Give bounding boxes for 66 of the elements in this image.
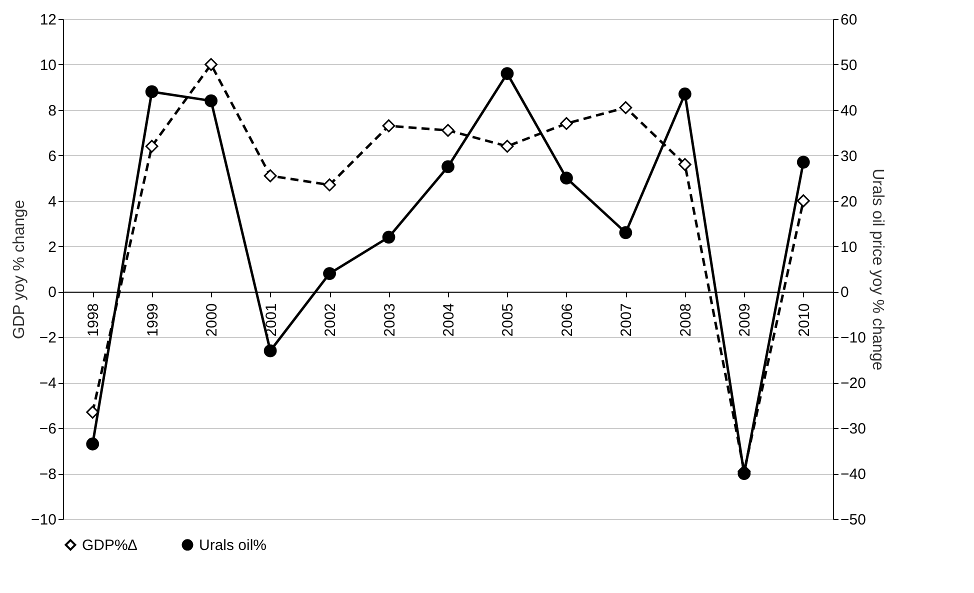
point <box>500 140 514 153</box>
point <box>323 178 336 192</box>
y2-tick-label: 40 <box>840 102 858 120</box>
point <box>560 117 573 130</box>
y2-tick-label: 20 <box>840 193 858 210</box>
point <box>145 140 158 153</box>
point <box>619 101 632 114</box>
point <box>560 172 573 185</box>
x-tick-label: 2004 <box>440 303 458 337</box>
point <box>382 230 396 244</box>
x-tick-label: 2009 <box>736 303 754 337</box>
y2-tick-label: 30 <box>840 148 858 165</box>
x-tick-label: 1999 <box>144 303 162 337</box>
point <box>204 94 218 108</box>
point <box>264 169 277 182</box>
point <box>796 156 810 169</box>
point <box>442 124 454 137</box>
x-tick-label: 2002 <box>322 303 340 337</box>
y-tick-label: −8 <box>39 466 56 484</box>
point <box>796 194 810 208</box>
x-tick-label: 2001 <box>262 303 280 337</box>
y2-tick-label: 10 <box>840 238 858 256</box>
y-tick-label: 12 <box>40 12 56 28</box>
y2-tick-label: −20 <box>840 375 866 392</box>
y-tick-label: 0 <box>48 284 56 302</box>
x-tick-label: 1998 <box>85 303 102 337</box>
point <box>86 406 100 419</box>
y2-tick-label: 0 <box>840 284 849 302</box>
legend-label: Urals oil% <box>199 536 267 554</box>
y2-tick-label: 50 <box>840 56 858 74</box>
x-tick-label: 2000 <box>204 303 221 337</box>
y-tick-label: 6 <box>48 148 56 165</box>
y2-tick-label: −50 <box>840 512 866 528</box>
y-tick-label: 10 <box>40 56 56 74</box>
x-tick-label: 2003 <box>381 303 398 337</box>
y2-tick-label: −10 <box>840 330 866 347</box>
y-tick-label: −4 <box>39 375 56 392</box>
x-tick-label: 2007 <box>618 303 636 337</box>
y2-axis-title: Urals oil price yoy % change <box>868 168 886 371</box>
point <box>204 58 218 71</box>
y2-tick-label: −40 <box>840 466 866 484</box>
x-tick-label: 2006 <box>558 303 576 337</box>
x-tick-label: 2005 <box>500 303 517 337</box>
point <box>323 267 336 280</box>
point <box>145 85 158 98</box>
point <box>442 160 454 174</box>
y-tick-label: −2 <box>39 330 56 347</box>
y-tick-label: 8 <box>48 102 56 120</box>
point <box>264 344 277 358</box>
y2-tick-label: −30 <box>840 420 866 438</box>
y-tick-label: 4 <box>48 193 56 210</box>
point <box>678 158 692 171</box>
y2-tick-label: 60 <box>840 12 858 28</box>
x-tick-label: 2008 <box>677 303 694 337</box>
y-tick-label: −6 <box>39 420 56 438</box>
point <box>678 88 692 100</box>
y-tick-label: 2 <box>48 238 56 256</box>
point <box>619 226 632 240</box>
y-axis-title: GDP yoy % change <box>11 200 28 340</box>
point <box>86 438 100 450</box>
point <box>738 467 751 480</box>
point <box>382 119 396 132</box>
point <box>500 67 514 80</box>
legend-label: GDP%∆ <box>82 536 138 554</box>
x-tick-label: 2010 <box>796 303 813 337</box>
y-tick-label: −10 <box>31 512 56 528</box>
